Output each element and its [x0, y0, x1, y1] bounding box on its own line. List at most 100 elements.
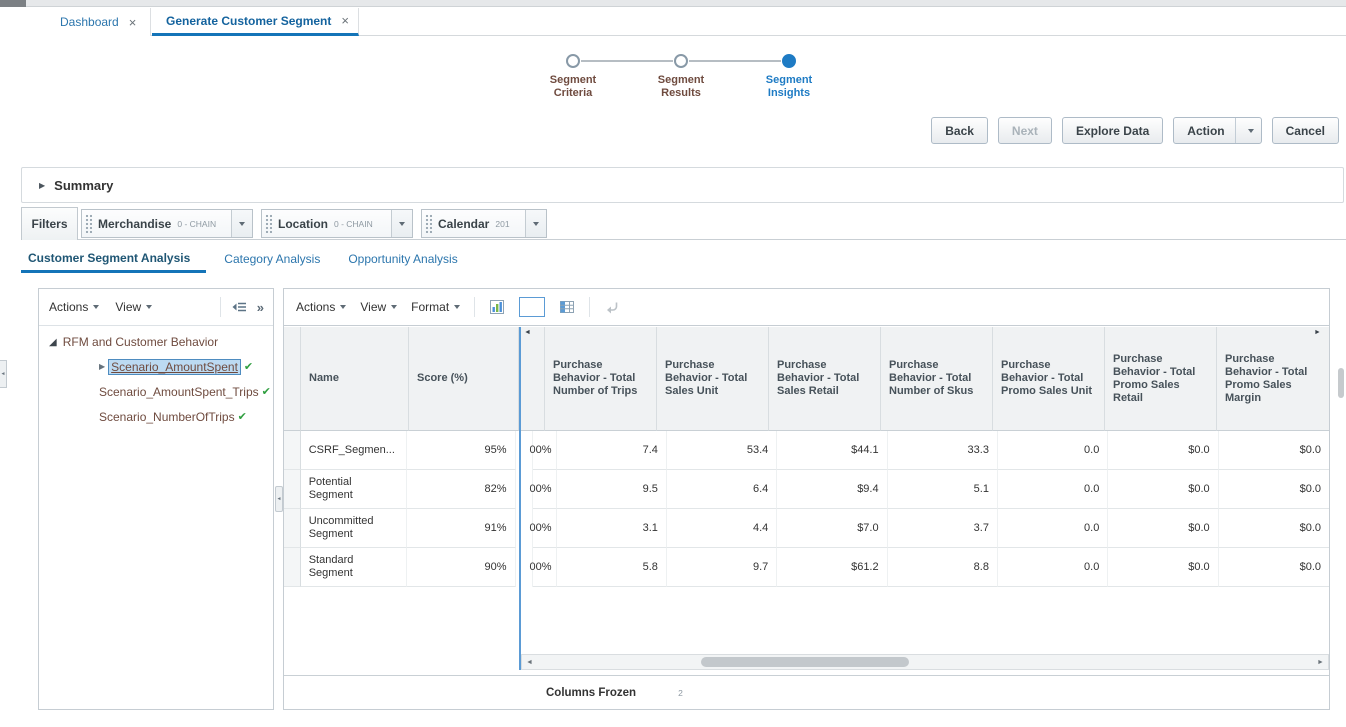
- column-header-promo-margin[interactable]: Purchase Behavior - Total Promo Sales Ma…: [1217, 327, 1329, 431]
- next-button[interactable]: Next: [997, 117, 1052, 144]
- panel-splitter-collapse-handle[interactable]: ◄: [275, 486, 283, 512]
- expanded-arrow-icon[interactable]: ◢: [49, 336, 57, 348]
- calendar-filter[interactable]: Calendar 201: [421, 209, 547, 238]
- tab-generate-label: Generate Customer Segment: [166, 13, 332, 28]
- columns-frozen-value: 2: [678, 687, 683, 698]
- segment-table-panel: Actions View Format Name Scor: [283, 288, 1330, 710]
- tree-toolbar: Actions View »: [39, 289, 273, 326]
- table-body: CSRF_Segmen... 95% 00% 7.4 53.4 $44.1 33…: [284, 431, 1330, 587]
- table-row[interactable]: CSRF_Segmen... 95% 00% 7.4 53.4 $44.1 33…: [284, 431, 1330, 470]
- caret-down-icon: [340, 305, 347, 309]
- merchandise-dropdown-button[interactable]: [231, 210, 252, 237]
- cell-skus: 8.8: [887, 548, 998, 587]
- column-header-skus[interactable]: Purchase Behavior - Total Number of Skus: [881, 327, 993, 431]
- window-tab-bar: Dashboard × Generate Customer Segment ×: [0, 8, 1346, 36]
- cell-sales-retail: $44.1: [777, 431, 888, 470]
- stepper-connector: [581, 60, 673, 62]
- scenario-tree: ◢ RFM and Customer Behavior ▶ Scenario_A…: [39, 326, 273, 429]
- cell-name: Standard Segment: [300, 548, 408, 587]
- action-button-label: Action: [1187, 123, 1225, 138]
- cell-promo-unit: 0.0: [997, 509, 1109, 548]
- cell-name: CSRF_Segmen...: [300, 431, 408, 470]
- summary-panel-header[interactable]: ▶ Summary: [21, 167, 1344, 203]
- tab-generate-customer-segment[interactable]: Generate Customer Segment ×: [152, 8, 359, 36]
- tab-generate-close-icon[interactable]: ×: [341, 13, 349, 28]
- merchandise-filter[interactable]: Merchandise 0 - CHAIN: [81, 209, 253, 238]
- tab-category-analysis[interactable]: Category Analysis: [224, 252, 321, 266]
- column-header-promo-retail[interactable]: Purchase Behavior - Total Promo Sales Re…: [1105, 327, 1217, 431]
- scroll-columns-right-icon[interactable]: ►: [1314, 329, 1321, 336]
- tab-customer-segment-analysis[interactable]: Customer Segment Analysis: [21, 245, 207, 273]
- calendar-dropdown-button[interactable]: [525, 210, 546, 237]
- caret-down-icon: [93, 305, 100, 309]
- vertical-scrollbar-thumb[interactable]: [1338, 368, 1344, 398]
- table-row[interactable]: Potential Segment 82% 00% 9.5 6.4 $9.4 5…: [284, 470, 1330, 509]
- back-button[interactable]: Back: [931, 117, 988, 144]
- tab-opportunity-analysis[interactable]: Opportunity Analysis: [348, 252, 458, 266]
- tree-node-scenario-numberoftrips[interactable]: Scenario_NumberOfTrips ✔: [99, 404, 269, 429]
- table-toolbar: Actions View Format: [284, 289, 1329, 326]
- column-header-total-trips[interactable]: Purchase Behavior - Total Number of Trip…: [545, 327, 657, 431]
- column-header-sales-retail[interactable]: Purchase Behavior - Total Sales Retail: [769, 327, 881, 431]
- row-header-cell: [284, 470, 301, 509]
- tree-node-scenario-amountspent[interactable]: ▶ Scenario_AmountSpent ✔: [99, 354, 269, 379]
- table-view-menu[interactable]: View: [360, 300, 398, 314]
- cell-promo-unit: 0.0: [997, 470, 1109, 509]
- cell-score: 91%: [407, 509, 516, 548]
- step-label: Segment Criteria: [549, 74, 597, 99]
- column-header-clipped: [521, 327, 545, 431]
- cell-clipped: 00%: [530, 509, 557, 548]
- location-dropdown-button[interactable]: [391, 210, 412, 237]
- column-header-name[interactable]: Name: [301, 327, 409, 431]
- collapse-pane-icon[interactable]: [231, 299, 247, 315]
- cell-promo-margin: $0.0: [1218, 509, 1330, 548]
- tab-dashboard[interactable]: Dashboard ×: [0, 8, 151, 36]
- toolbar-input[interactable]: [519, 297, 546, 317]
- step-segment-insights[interactable]: Segment Insights: [751, 54, 827, 100]
- step-segment-criteria[interactable]: Segment Criteria: [535, 54, 611, 100]
- column-header-promo-unit[interactable]: Purchase Behavior - Total Promo Sales Un…: [993, 327, 1105, 431]
- scrollbar-track[interactable]: [537, 655, 1313, 669]
- left-splitter-collapse-handle[interactable]: ◄: [0, 360, 7, 388]
- location-filter[interactable]: Location 0 - CHAIN: [261, 209, 413, 238]
- freeze-columns-icon[interactable]: [559, 299, 575, 315]
- cell-skus: 33.3: [887, 431, 998, 470]
- scrollbar-left-arrow-icon[interactable]: ◄: [526, 658, 533, 666]
- cancel-button[interactable]: Cancel: [1271, 117, 1339, 144]
- step-label: Segment Results: [657, 74, 705, 99]
- tree-node-label: Scenario_AmountSpent_Trips: [99, 384, 259, 399]
- table-row[interactable]: Uncommitted Segment 91% 00% 3.1 4.4 $7.0…: [284, 509, 1330, 548]
- tree-actions-menu[interactable]: Actions: [49, 300, 100, 314]
- step-circle-icon: [782, 54, 796, 68]
- filters-label: Filters: [21, 207, 78, 240]
- table-actions-menu[interactable]: Actions: [296, 300, 347, 314]
- scrollbar-right-arrow-icon[interactable]: ►: [1317, 658, 1324, 666]
- tree-view-menu[interactable]: View: [115, 300, 153, 314]
- toolbar-overflow-icon[interactable]: »: [256, 299, 264, 315]
- summary-expand-icon[interactable]: ▶: [39, 180, 46, 190]
- column-header-score[interactable]: Score (%): [409, 327, 519, 431]
- collapsed-arrow-icon[interactable]: ▶: [99, 362, 106, 371]
- table-format-menu[interactable]: Format: [411, 300, 461, 314]
- curved-arrow-icon[interactable]: [604, 299, 620, 315]
- tree-node-rfm-and-customer-behavior[interactable]: ◢ RFM and Customer Behavior: [49, 330, 269, 354]
- column-header-sales-unit[interactable]: Purchase Behavior - Total Sales Unit: [657, 327, 769, 431]
- scroll-columns-left-icon[interactable]: ◄: [524, 329, 531, 336]
- explore-data-button[interactable]: Explore Data: [1061, 117, 1164, 144]
- step-segment-results[interactable]: Segment Results: [643, 54, 719, 100]
- table-row[interactable]: Standard Segment 90% 00% 5.8 9.7 $61.2 8…: [284, 548, 1330, 587]
- tab-dashboard-close-icon[interactable]: ×: [128, 14, 137, 30]
- cell-promo-margin: $0.0: [1218, 470, 1330, 509]
- scrollbar-thumb[interactable]: [701, 657, 909, 667]
- frozen-columns-divider[interactable]: [519, 327, 521, 670]
- selected-node-highlight: Scenario_AmountSpent: [108, 358, 241, 375]
- filters-bar: Filters Merchandise 0 - CHAIN Location 0…: [21, 206, 1346, 240]
- horizontal-scrollbar[interactable]: ◄ ►: [521, 654, 1329, 670]
- chart-icon[interactable]: [489, 299, 505, 315]
- action-button[interactable]: Action: [1173, 117, 1262, 144]
- tree-node-scenario-amountspent-trips[interactable]: Scenario_AmountSpent_Trips ✔: [99, 379, 271, 404]
- action-menu-caret-icon[interactable]: [1236, 118, 1261, 143]
- cell-total-trips: 5.8: [556, 548, 667, 587]
- cell-sales-retail: $9.4: [777, 470, 888, 509]
- cell-sales-unit: 53.4: [666, 431, 778, 470]
